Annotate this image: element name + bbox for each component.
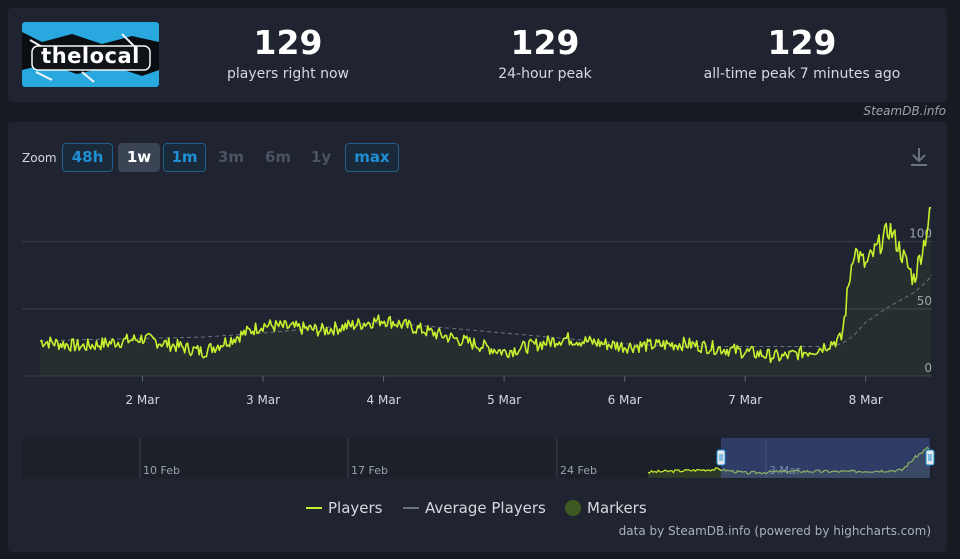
stat-label: all-time peak 7 minutes ago: [703, 66, 901, 82]
x-tick-label: 2 Mar: [125, 393, 159, 407]
zoom-1w-button[interactable]: 1w: [118, 143, 160, 172]
zoom-label: Zoom: [22, 151, 57, 165]
x-tick-label: 3 Mar: [246, 393, 280, 407]
navigator-tick-label: 24 Feb: [560, 464, 597, 477]
zoom-48h-button[interactable]: 48h: [62, 143, 113, 172]
stat-label: 24-hour peak: [498, 66, 592, 82]
players-area: [40, 207, 932, 376]
game-logo-art: [22, 22, 159, 87]
average-players-line: [40, 274, 933, 347]
zoom-6m-button: 6m: [264, 148, 292, 166]
x-tick-label: 5 Mar: [487, 393, 521, 407]
legend-line-icon: [306, 507, 322, 509]
zoom-1y-button: 1y: [310, 148, 332, 166]
navigator-tick-label: 10 Feb: [143, 464, 180, 477]
navigator-line: [647, 446, 930, 475]
legend-markers[interactable]: Markers: [565, 499, 647, 517]
stat-all-time-peak: 129 all-time peak 7 minutes ago: [702, 22, 902, 83]
navigator-tick-label: 17 Feb: [351, 464, 388, 477]
game-logo-text: thelocal: [41, 44, 140, 68]
legend-label: Average Players: [425, 499, 546, 517]
legend-label: Markers: [587, 499, 647, 517]
navigator-selection: [721, 438, 930, 478]
download-icon[interactable]: [909, 146, 929, 168]
zoom-3m-button: 3m: [217, 148, 245, 166]
game-logo[interactable]: thelocal: [22, 22, 159, 87]
x-tick-label: 4 Mar: [367, 393, 401, 407]
stat-24h-peak: 129 24-hour peak: [475, 22, 615, 83]
stat-players-now: 129 players right now: [218, 22, 358, 83]
y-tick-label: 0: [924, 361, 932, 375]
highcharts-credit[interactable]: data by SteamDB.info (powered by highcha…: [618, 524, 931, 538]
chart-panel: Zoom 48h 1w 1m 3m 6m 1y max 0 50 100 2 Mar 3…: [8, 122, 947, 552]
stat-label: players right now: [227, 66, 349, 82]
zoom-1m-button[interactable]: 1m: [163, 143, 206, 172]
stat-value: 129: [767, 23, 837, 62]
navigator-area: [648, 447, 930, 478]
players-line: [39, 207, 932, 364]
x-tick-label: 8 Mar: [849, 393, 883, 407]
zoom-max-button[interactable]: max: [345, 143, 399, 172]
stat-value: 129: [510, 23, 580, 62]
legend-players[interactable]: Players: [306, 499, 383, 517]
navigator-handle[interactable]: [925, 449, 935, 466]
x-tick-label: 6 Mar: [608, 393, 642, 407]
y-tick-label: 50: [917, 294, 932, 308]
steamdb-credit[interactable]: SteamDB.info: [863, 104, 946, 118]
navigator-handle[interactable]: [716, 449, 726, 466]
stat-value: 129: [253, 23, 323, 62]
legend-average-players[interactable]: Average Players: [403, 499, 546, 517]
stats-panel: thelocal 129 players right now 129 24-ho…: [8, 8, 947, 102]
legend-line-icon: [403, 507, 419, 509]
legend-label: Players: [328, 499, 383, 517]
chart-legend: Players Average Players Markers: [8, 499, 947, 519]
legend-dot-icon: [565, 500, 581, 516]
x-tick-label: 7 Mar: [728, 393, 762, 407]
